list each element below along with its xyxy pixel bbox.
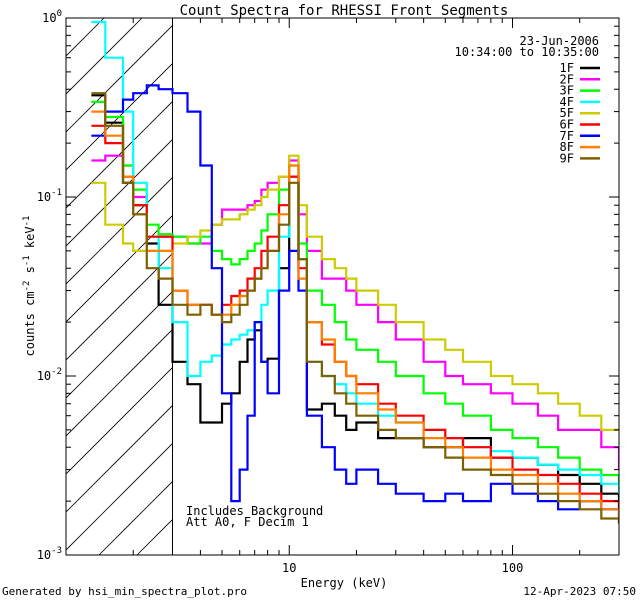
legend-label-1f: 1F (560, 61, 574, 75)
hatch-line (66, 252, 173, 361)
hatch-line (66, 62, 173, 171)
y-tick-label: 10-3 (37, 546, 62, 562)
y-tick-label: 100 (42, 9, 62, 25)
footer-generated-by: Generated by hsi_min_spectra_plot.pro (2, 585, 247, 598)
hatch-line (66, 404, 173, 513)
hatch-line (66, 100, 173, 209)
y-tick-label: 10-2 (37, 367, 62, 383)
legend-label-9f: 9F (560, 151, 574, 165)
legend-label-2f: 2F (560, 72, 574, 86)
footer-timestamp: 12-Apr-2023 07:50 (523, 585, 636, 598)
observation-time-range: 10:34:00 to 10:35:00 (455, 45, 600, 59)
legend-label-6f: 6F (560, 118, 574, 132)
legend-label-4f: 4F (560, 95, 574, 109)
excluded-region-hatch (66, 18, 173, 555)
legend-label-5f: 5F (560, 106, 574, 120)
hatch-line (66, 24, 173, 133)
annotation-background: Includes Background (186, 504, 323, 518)
legend-label-7f: 7F (560, 129, 574, 143)
hatch-line (66, 442, 173, 551)
plot-frame (65, 17, 620, 556)
legend-label-8f: 8F (560, 140, 574, 154)
hatch-line (66, 214, 173, 323)
series-line-5f (91, 154, 619, 431)
y-tick-label: 10-1 (37, 188, 62, 204)
x-tick-label-10: 10 (282, 561, 296, 575)
series-line-7f (91, 84, 619, 524)
observation-date: 23-Jun-2006 (520, 34, 599, 48)
series-line-9f (91, 92, 619, 524)
annotation-attenuator: Att A0, F Decim 1 (186, 515, 309, 529)
x-axis-label: Energy (keV) (301, 576, 388, 590)
y-axis-label: counts cm-2 s-1 keV-1 (22, 216, 37, 357)
hatch-line (66, 366, 173, 475)
x-tick-label-100: 100 (502, 561, 524, 575)
legend-label-3f: 3F (560, 84, 574, 98)
chart-title: Count Spectra for RHESSI Front Segments (180, 3, 509, 19)
